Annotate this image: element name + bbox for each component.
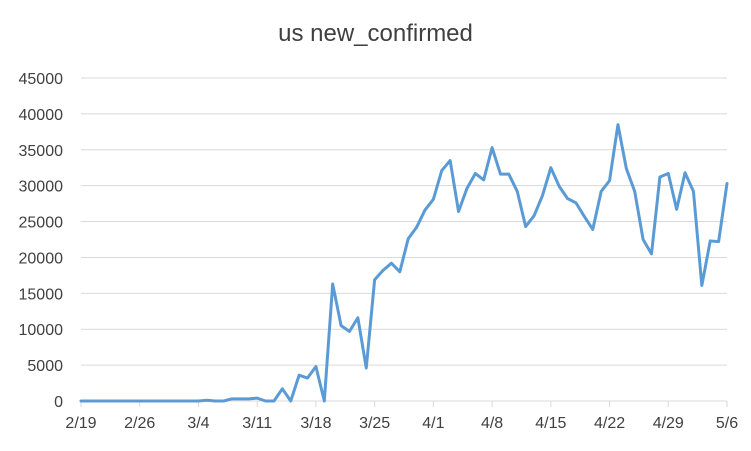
x-tick-label: 3/4 (187, 415, 209, 432)
x-tick-label: 5/6 (716, 415, 738, 432)
y-tick-label: 25000 (19, 215, 64, 232)
y-tick-label: 10000 (19, 322, 64, 339)
y-tick-label: 35000 (19, 143, 64, 160)
y-tick-label: 0 (54, 394, 63, 411)
x-tick-label: 4/29 (653, 415, 684, 432)
y-tick-label: 5000 (27, 358, 63, 375)
x-tick-label: 4/8 (481, 415, 503, 432)
y-tick-label: 45000 (19, 71, 64, 88)
x-tick-label: 4/22 (594, 415, 625, 432)
series-layer (79, 123, 729, 403)
series-line (79, 123, 729, 403)
x-tick-label: 2/19 (65, 415, 96, 432)
y-tick-label: 30000 (19, 179, 64, 196)
y-tick-label: 15000 (19, 286, 64, 303)
x-tick-label: 2/26 (124, 415, 155, 432)
x-tick-label: 4/15 (535, 415, 566, 432)
chart-title: us new_confirmed (278, 20, 473, 47)
x-tick-label: 3/11 (242, 415, 272, 432)
x-tick-label: 3/25 (359, 415, 390, 432)
y-tick-label: 20000 (19, 250, 64, 267)
gridlines (81, 77, 727, 402)
x-tick-label: 3/18 (300, 415, 331, 432)
y-tick-label: 40000 (19, 107, 64, 124)
x-axis: 2/19 2/26 3/4 3/11 3/18 3/25 4/1 4/8 4/15 4/22 4/2… (65, 401, 738, 432)
x-tick-label: 4/1 (422, 415, 444, 432)
y-axis: 0 5000 10000 15000 20000 25000 30000 35000 40000… (19, 71, 64, 411)
